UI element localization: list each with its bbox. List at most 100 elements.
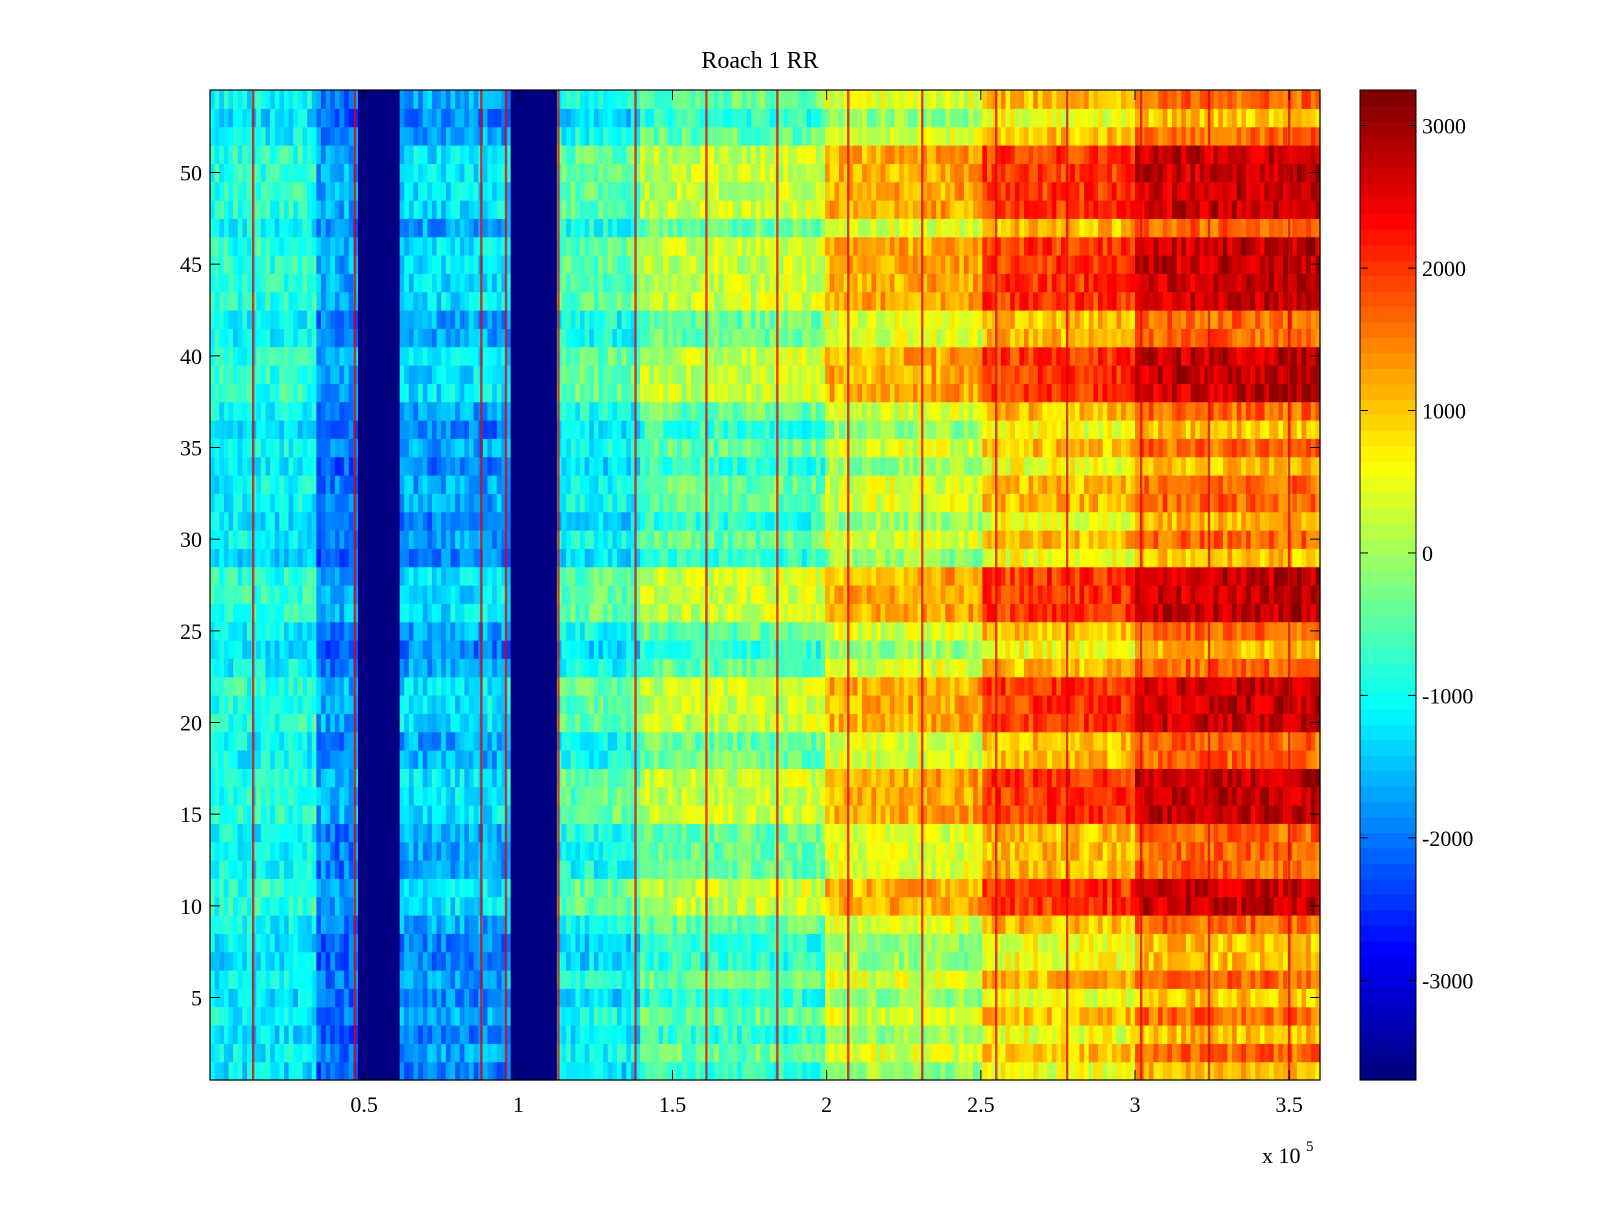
heatmap-cell	[455, 383, 461, 403]
heatmap-cell	[519, 126, 526, 146]
heatmap-cell	[501, 823, 507, 843]
heatmap-cell	[408, 530, 415, 549]
heatmap-cell	[265, 530, 271, 549]
heatmap-cell	[279, 273, 285, 293]
heatmap-cell	[325, 621, 331, 641]
heatmap-cell	[519, 658, 526, 678]
heatmap-cell	[492, 640, 498, 659]
heatmap-cell	[515, 713, 521, 733]
heatmap-cell	[237, 1043, 243, 1063]
heatmap-cell	[367, 273, 373, 293]
heatmap-cell	[408, 493, 415, 513]
heatmap-cell	[552, 951, 558, 971]
heatmap-cell	[473, 328, 479, 348]
heatmap-cell	[436, 383, 442, 403]
heatmap-cell	[371, 163, 378, 183]
heatmap-cell	[330, 988, 336, 1008]
heatmap-cell	[367, 1061, 373, 1081]
heatmap-cell	[464, 988, 470, 1008]
heatmap-cell	[284, 511, 290, 531]
heatmap-cell	[612, 823, 618, 843]
heatmap-cell	[617, 126, 623, 146]
heatmap-cell	[487, 420, 493, 439]
heatmap-cell	[358, 768, 364, 788]
heatmap-cell	[529, 750, 535, 769]
heatmap-cell	[524, 970, 530, 989]
heatmap-cell	[432, 218, 438, 238]
heatmap-cell	[455, 255, 461, 274]
heatmap-cell	[297, 860, 304, 879]
heatmap-cell	[496, 438, 502, 458]
heatmap-cell	[519, 603, 526, 623]
heatmap-cell	[210, 878, 216, 898]
heatmap-cell	[506, 273, 512, 293]
heatmap-cell	[376, 823, 382, 843]
heatmap-cell	[242, 273, 248, 293]
heatmap-cell	[214, 236, 220, 256]
heatmap-cell	[390, 750, 396, 769]
heatmap-cell	[575, 420, 581, 439]
heatmap-cell	[482, 328, 489, 348]
heatmap-cell	[293, 676, 299, 696]
heatmap-cell	[496, 860, 502, 879]
heatmap-cell	[603, 200, 609, 219]
heatmap-cell	[515, 511, 521, 531]
heatmap-cell	[543, 695, 549, 714]
heatmap-cell	[515, 200, 521, 219]
heatmap-cell	[506, 126, 512, 146]
heatmap-cell	[348, 621, 354, 641]
heatmap-cell	[621, 713, 627, 733]
heatmap-cell	[395, 988, 401, 1008]
heatmap-cell	[607, 218, 613, 238]
heatmap-cell	[612, 346, 618, 366]
heatmap-cell	[362, 585, 368, 604]
heatmap-cell	[524, 603, 530, 623]
heatmap-cell	[376, 438, 382, 458]
heatmap-cell	[519, 878, 526, 898]
heatmap-cell	[418, 658, 424, 678]
heatmap-cell	[223, 420, 230, 439]
heatmap-cell	[441, 163, 447, 183]
heatmap-cell	[371, 988, 378, 1008]
heatmap-cell	[469, 438, 475, 458]
heatmap-cell	[413, 145, 419, 164]
heatmap-cell	[524, 878, 530, 898]
heatmap-cell	[316, 420, 322, 439]
heatmap-cell	[445, 346, 452, 366]
heatmap-cell	[617, 310, 623, 329]
heatmap-cell	[459, 621, 465, 641]
heatmap-cell	[395, 548, 401, 568]
heatmap-cell	[626, 90, 632, 109]
heatmap-cell	[256, 420, 262, 439]
heatmap-cell	[233, 915, 239, 934]
heatmap-cell	[445, 823, 452, 843]
heatmap-cell	[492, 493, 498, 513]
heatmap-cell	[237, 823, 243, 843]
heatmap-cell	[566, 695, 572, 714]
heatmap-cell	[325, 163, 331, 183]
heatmap-cell	[455, 970, 461, 989]
heatmap-cell	[566, 200, 572, 219]
heatmap-cell	[242, 401, 248, 421]
heatmap-cell	[450, 493, 456, 513]
heatmap-cell	[362, 566, 368, 586]
heatmap-cell	[580, 566, 586, 586]
heatmap-cell	[223, 145, 230, 164]
heatmap-cell	[524, 90, 530, 109]
heatmap-cell	[515, 236, 521, 256]
heatmap-cell	[547, 823, 553, 843]
heatmap-cell	[284, 915, 290, 934]
heatmap-cell	[612, 1006, 618, 1026]
heatmap-cell	[621, 676, 627, 696]
heatmap-cell	[293, 1006, 299, 1026]
heatmap-cell	[580, 768, 586, 788]
heatmap-cell	[242, 676, 248, 696]
heatmap-cell	[288, 383, 294, 403]
heatmap-cell	[543, 896, 549, 916]
heatmap-cell	[617, 493, 623, 513]
heatmap-cell	[501, 603, 507, 623]
heatmap-cell	[233, 786, 239, 806]
heatmap-cell	[418, 896, 424, 916]
heatmap-cell	[469, 255, 475, 274]
heatmap-cell	[529, 988, 535, 1008]
